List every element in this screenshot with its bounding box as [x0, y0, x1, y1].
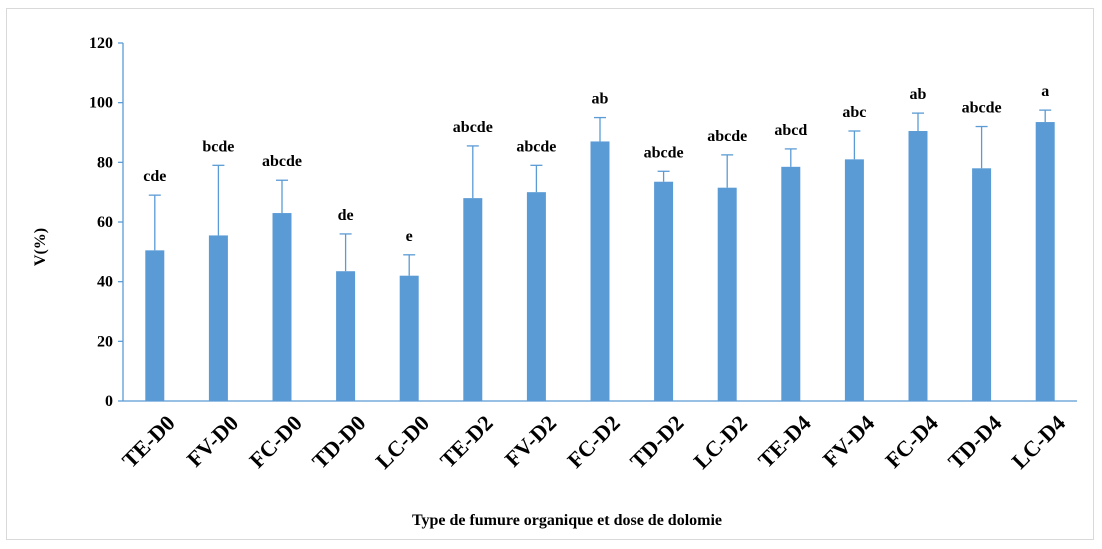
x-tick-label: TE-D0	[117, 410, 180, 473]
significance-label: abcde	[453, 119, 493, 136]
bar	[590, 141, 610, 401]
y-tick-label: 120	[89, 35, 113, 52]
bar	[1035, 122, 1055, 401]
significance-label: abcde	[644, 144, 684, 161]
significance-label: e	[406, 228, 413, 245]
y-tick-label: 40	[97, 274, 113, 291]
bar	[844, 159, 864, 401]
bar	[399, 275, 419, 401]
x-tick-label: FV-D0	[182, 410, 243, 471]
x-tick-label: TD-D0	[307, 410, 370, 473]
bar	[336, 271, 356, 401]
x-tick-label: FC-D4	[880, 410, 943, 473]
x-tick-label: FV-D4	[818, 410, 879, 471]
x-tick-label: TE-D4	[753, 410, 816, 473]
bar	[208, 235, 228, 401]
significance-label: ab	[592, 91, 609, 108]
significance-label: abcde	[516, 138, 556, 155]
x-tick-label: LC-D2	[689, 410, 752, 473]
significance-label: ab	[910, 86, 927, 103]
bar	[654, 181, 674, 401]
significance-label: abcde	[262, 153, 302, 170]
x-tick-label: FC-D0	[244, 410, 307, 473]
bar	[781, 166, 801, 401]
x-tick-label: TD-D4	[943, 410, 1006, 473]
y-axis-label: V(%)	[32, 228, 49, 266]
bar	[463, 198, 483, 401]
x-axis: TE-D0 FV-D0 FC-D0 TD-D0 LC-D0 TE-D2 FV-D2 FC-D2…	[117, 400, 1077, 474]
bar	[145, 250, 165, 401]
significance-label: bcde	[202, 138, 234, 155]
y-tick-label: 0	[105, 393, 113, 410]
y-tick-label: 20	[97, 333, 113, 350]
x-tick-label: LC-D0	[371, 410, 434, 473]
significance-label: abcde	[707, 128, 747, 145]
bar	[272, 213, 292, 401]
x-tick-label: FV-D2	[500, 410, 561, 471]
bar	[717, 187, 737, 401]
significance-label: abcde	[962, 100, 1002, 117]
y-axis: 0 20 40 60 80 100 120	[89, 35, 124, 410]
significance-label: de	[338, 207, 354, 224]
x-tick-label: TE-D2	[435, 410, 498, 473]
x-axis-label: Type de fumure organique et dose de dolo…	[412, 512, 722, 529]
x-tick-label: LC-D4	[1007, 410, 1070, 473]
significance-label: a	[1041, 83, 1049, 100]
chart-frame: 0 20 40 60 80 100 120 TE-D0 FV-D0 FC-D0 TD-D0 LC-D…	[6, 8, 1094, 540]
significance-label: abcd	[774, 122, 807, 139]
y-tick-label: 80	[97, 154, 113, 171]
x-tick-label: TD-D2	[625, 410, 688, 473]
bars: cde bcde abcde de e abcde abcde ab abcde abcde abc…	[143, 83, 1055, 401]
significance-label: abc	[842, 104, 866, 121]
bar	[526, 192, 546, 401]
y-tick-label: 60	[97, 214, 113, 231]
y-tick-label: 100	[89, 95, 113, 112]
bar	[908, 131, 928, 401]
x-tick-label: FC-D2	[562, 410, 625, 473]
significance-label: cde	[143, 168, 166, 185]
bar	[972, 168, 992, 401]
